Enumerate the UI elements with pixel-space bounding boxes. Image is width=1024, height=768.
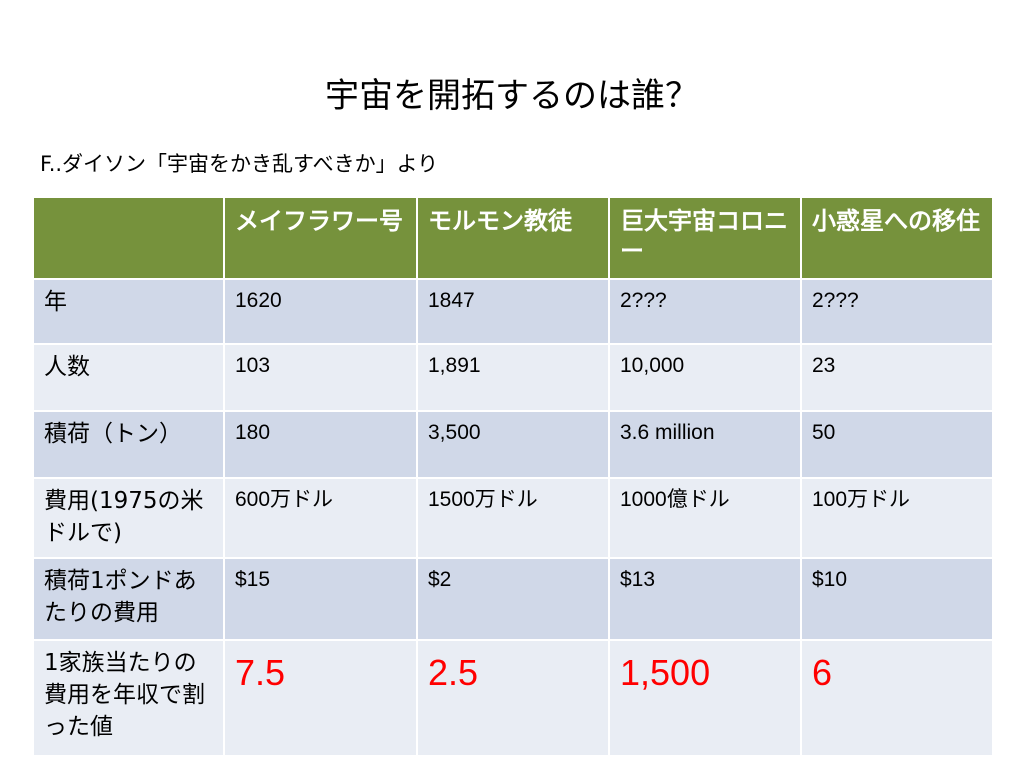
row-label: 人数 — [32, 343, 225, 412]
table-row-cost-ratio: 1家族当たりの費用を年収で割った値 7.5 2.5 1,500 6 — [32, 639, 994, 757]
table-cell: 2??? — [608, 278, 802, 345]
table-cell: 3,500 — [416, 410, 610, 479]
row-label: 1家族当たりの費用を年収で割った値 — [32, 639, 225, 757]
table-cell: 103 — [223, 343, 418, 412]
table-row-cost: 費用(1975の米ドルで) 600万ドル 1500万ドル 1000億ドル 100… — [32, 477, 994, 559]
table-cell: 180 — [223, 410, 418, 479]
highlight-value: 6 — [800, 639, 994, 757]
row-label: 積荷（トン） — [32, 410, 225, 479]
table-cell: 23 — [800, 343, 994, 412]
corner-cell — [32, 196, 225, 280]
table-row-year: 年 1620 1847 2??? 2??? — [32, 278, 994, 345]
table-row-people: 人数 103 1,891 10,000 23 — [32, 343, 994, 412]
table-cell: 1847 — [416, 278, 610, 345]
column-header-asteroid: 小惑星への移住 — [800, 196, 994, 280]
table-cell: $13 — [608, 557, 802, 641]
table-cell: 600万ドル — [223, 477, 418, 559]
column-header-mormons: モルモン教徒 — [416, 196, 610, 280]
row-label: 年 — [32, 278, 225, 345]
table-cell: 2??? — [800, 278, 994, 345]
table-cell: 1,891 — [416, 343, 610, 412]
highlight-value: 1,500 — [608, 639, 802, 757]
table-cell: 1000億ドル — [608, 477, 802, 559]
table-row-cost-per-pound: 積荷1ポンドあたりの費用 $15 $2 $13 $10 — [32, 557, 994, 641]
table-cell: 100万ドル — [800, 477, 994, 559]
table-cell: $15 — [223, 557, 418, 641]
row-label: 費用(1975の米ドルで) — [32, 477, 225, 559]
column-header-space-colony: 巨大宇宙コロニー — [608, 196, 802, 280]
table-cell: 50 — [800, 410, 994, 479]
table-cell: $2 — [416, 557, 610, 641]
table-cell: $10 — [800, 557, 994, 641]
highlight-value: 7.5 — [223, 639, 418, 757]
row-label: 積荷1ポンドあたりの費用 — [32, 557, 225, 641]
table-cell: 1620 — [223, 278, 418, 345]
table-cell: 1500万ドル — [416, 477, 610, 559]
table-row-cargo: 積荷（トン） 180 3,500 3.6 million 50 — [32, 410, 994, 479]
table-cell: 10,000 — [608, 343, 802, 412]
table-header-row: メイフラワー号 モルモン教徒 巨大宇宙コロニー 小惑星への移住 — [32, 196, 994, 280]
table-cell: 3.6 million — [608, 410, 802, 479]
comparison-table: メイフラワー号 モルモン教徒 巨大宇宙コロニー 小惑星への移住 年 1620 1… — [32, 196, 994, 757]
highlight-value: 2.5 — [416, 639, 610, 757]
column-header-mayflower: メイフラワー号 — [223, 196, 418, 280]
slide-subtitle: F..ダイソン「宇宙をかき乱すべきか」より — [40, 152, 439, 176]
slide-title: 宇宙を開拓するのは誰？ — [325, 76, 699, 116]
